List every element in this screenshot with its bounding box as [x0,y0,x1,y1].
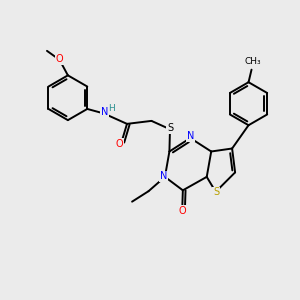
Text: N: N [160,171,167,181]
Text: N: N [187,131,195,141]
Text: N: N [101,107,109,117]
Text: O: O [56,54,63,64]
Text: S: S [213,188,219,197]
Text: S: S [167,123,173,133]
Text: O: O [116,139,123,149]
Text: CH₃: CH₃ [245,57,261,66]
Text: H: H [108,103,115,112]
Text: O: O [178,206,186,216]
